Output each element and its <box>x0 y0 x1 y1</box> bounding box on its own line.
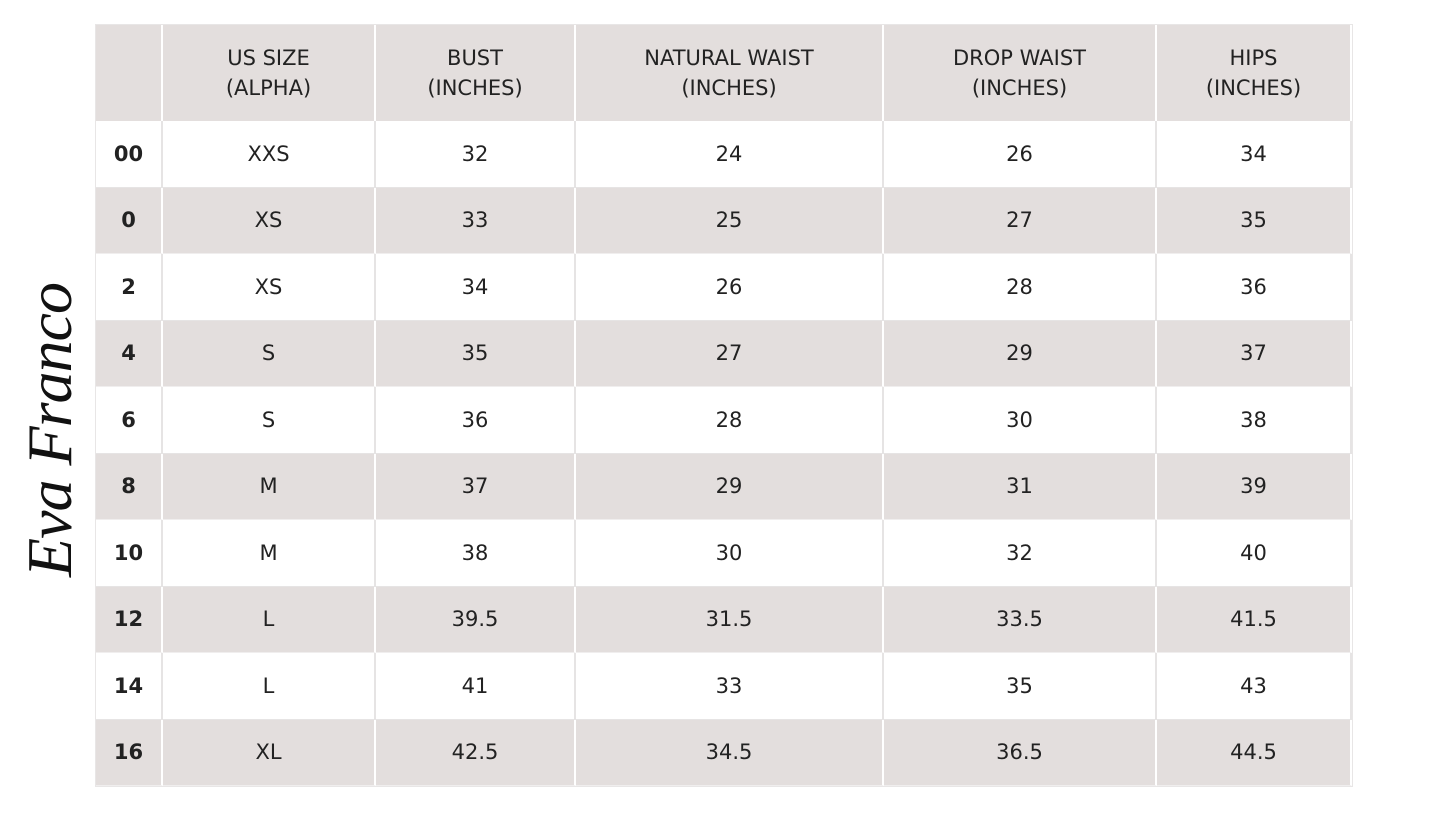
column-header: NATURAL WAIST (INCHES) <box>576 25 884 121</box>
table-cell: 44.5 <box>1157 719 1352 786</box>
column-header: DROP WAIST (INCHES) <box>884 25 1157 121</box>
table-cell: 29 <box>576 453 884 520</box>
column-header: BUST (INCHES) <box>376 25 576 121</box>
table-cell: 35 <box>376 320 576 387</box>
table-cell: XL <box>163 719 376 786</box>
table-cell: 41 <box>376 653 576 720</box>
row-size: 0 <box>96 187 163 254</box>
table-cell: XS <box>163 187 376 254</box>
row-size: 6 <box>96 387 163 454</box>
table-cell: 34 <box>1157 121 1352 188</box>
table-cell: 26 <box>884 121 1157 188</box>
table-cell: 37 <box>376 453 576 520</box>
table-cell: 38 <box>376 520 576 587</box>
table-cell: M <box>163 453 376 520</box>
table-cell: 35 <box>1157 187 1352 254</box>
row-size: 10 <box>96 520 163 587</box>
table-cell: 39.5 <box>376 586 576 653</box>
table-cell: 39 <box>1157 453 1352 520</box>
brand-logo: Eva Franco <box>14 283 85 577</box>
table-cell: 32 <box>884 520 1157 587</box>
row-size: 14 <box>96 653 163 720</box>
table-cell: 37 <box>1157 320 1352 387</box>
table-cell: 25 <box>576 187 884 254</box>
table-cell: 28 <box>884 254 1157 321</box>
column-header: US SIZE (ALPHA) <box>163 25 376 121</box>
table-cell: 34.5 <box>576 719 884 786</box>
table-cell: 42.5 <box>376 719 576 786</box>
table-cell: 24 <box>576 121 884 188</box>
row-size: 4 <box>96 320 163 387</box>
table-cell: 38 <box>1157 387 1352 454</box>
table-cell: M <box>163 520 376 587</box>
table-cell: 34 <box>376 254 576 321</box>
table-cell: 33 <box>376 187 576 254</box>
header-corner <box>96 25 163 121</box>
table-cell: 30 <box>576 520 884 587</box>
table-cell: 36.5 <box>884 719 1157 786</box>
row-size: 16 <box>96 719 163 786</box>
table-cell: S <box>163 387 376 454</box>
table-cell: L <box>163 653 376 720</box>
table-cell: XXS <box>163 121 376 188</box>
table-cell: 27 <box>884 187 1157 254</box>
table-cell: 30 <box>884 387 1157 454</box>
table-cell: XS <box>163 254 376 321</box>
table-cell: L <box>163 586 376 653</box>
table-cell: 31.5 <box>576 586 884 653</box>
table-cell: 33 <box>576 653 884 720</box>
table-cell: S <box>163 320 376 387</box>
table-cell: 32 <box>376 121 576 188</box>
table-cell: 29 <box>884 320 1157 387</box>
table-cell: 33.5 <box>884 586 1157 653</box>
table-cell: 40 <box>1157 520 1352 587</box>
table-cell: 36 <box>376 387 576 454</box>
table-cell: 28 <box>576 387 884 454</box>
table-cell: 43 <box>1157 653 1352 720</box>
table-cell: 27 <box>576 320 884 387</box>
row-size: 12 <box>96 586 163 653</box>
table-cell: 36 <box>1157 254 1352 321</box>
size-table: US SIZE (ALPHA) BUST (INCHES) NATURAL WAIS… <box>96 25 1352 786</box>
table-cell: 26 <box>576 254 884 321</box>
row-size: 2 <box>96 254 163 321</box>
row-size: 8 <box>96 453 163 520</box>
row-size: 00 <box>96 121 163 188</box>
column-header: HIPS (INCHES) <box>1157 25 1352 121</box>
table-cell: 35 <box>884 653 1157 720</box>
table-cell: 31 <box>884 453 1157 520</box>
table-cell: 41.5 <box>1157 586 1352 653</box>
